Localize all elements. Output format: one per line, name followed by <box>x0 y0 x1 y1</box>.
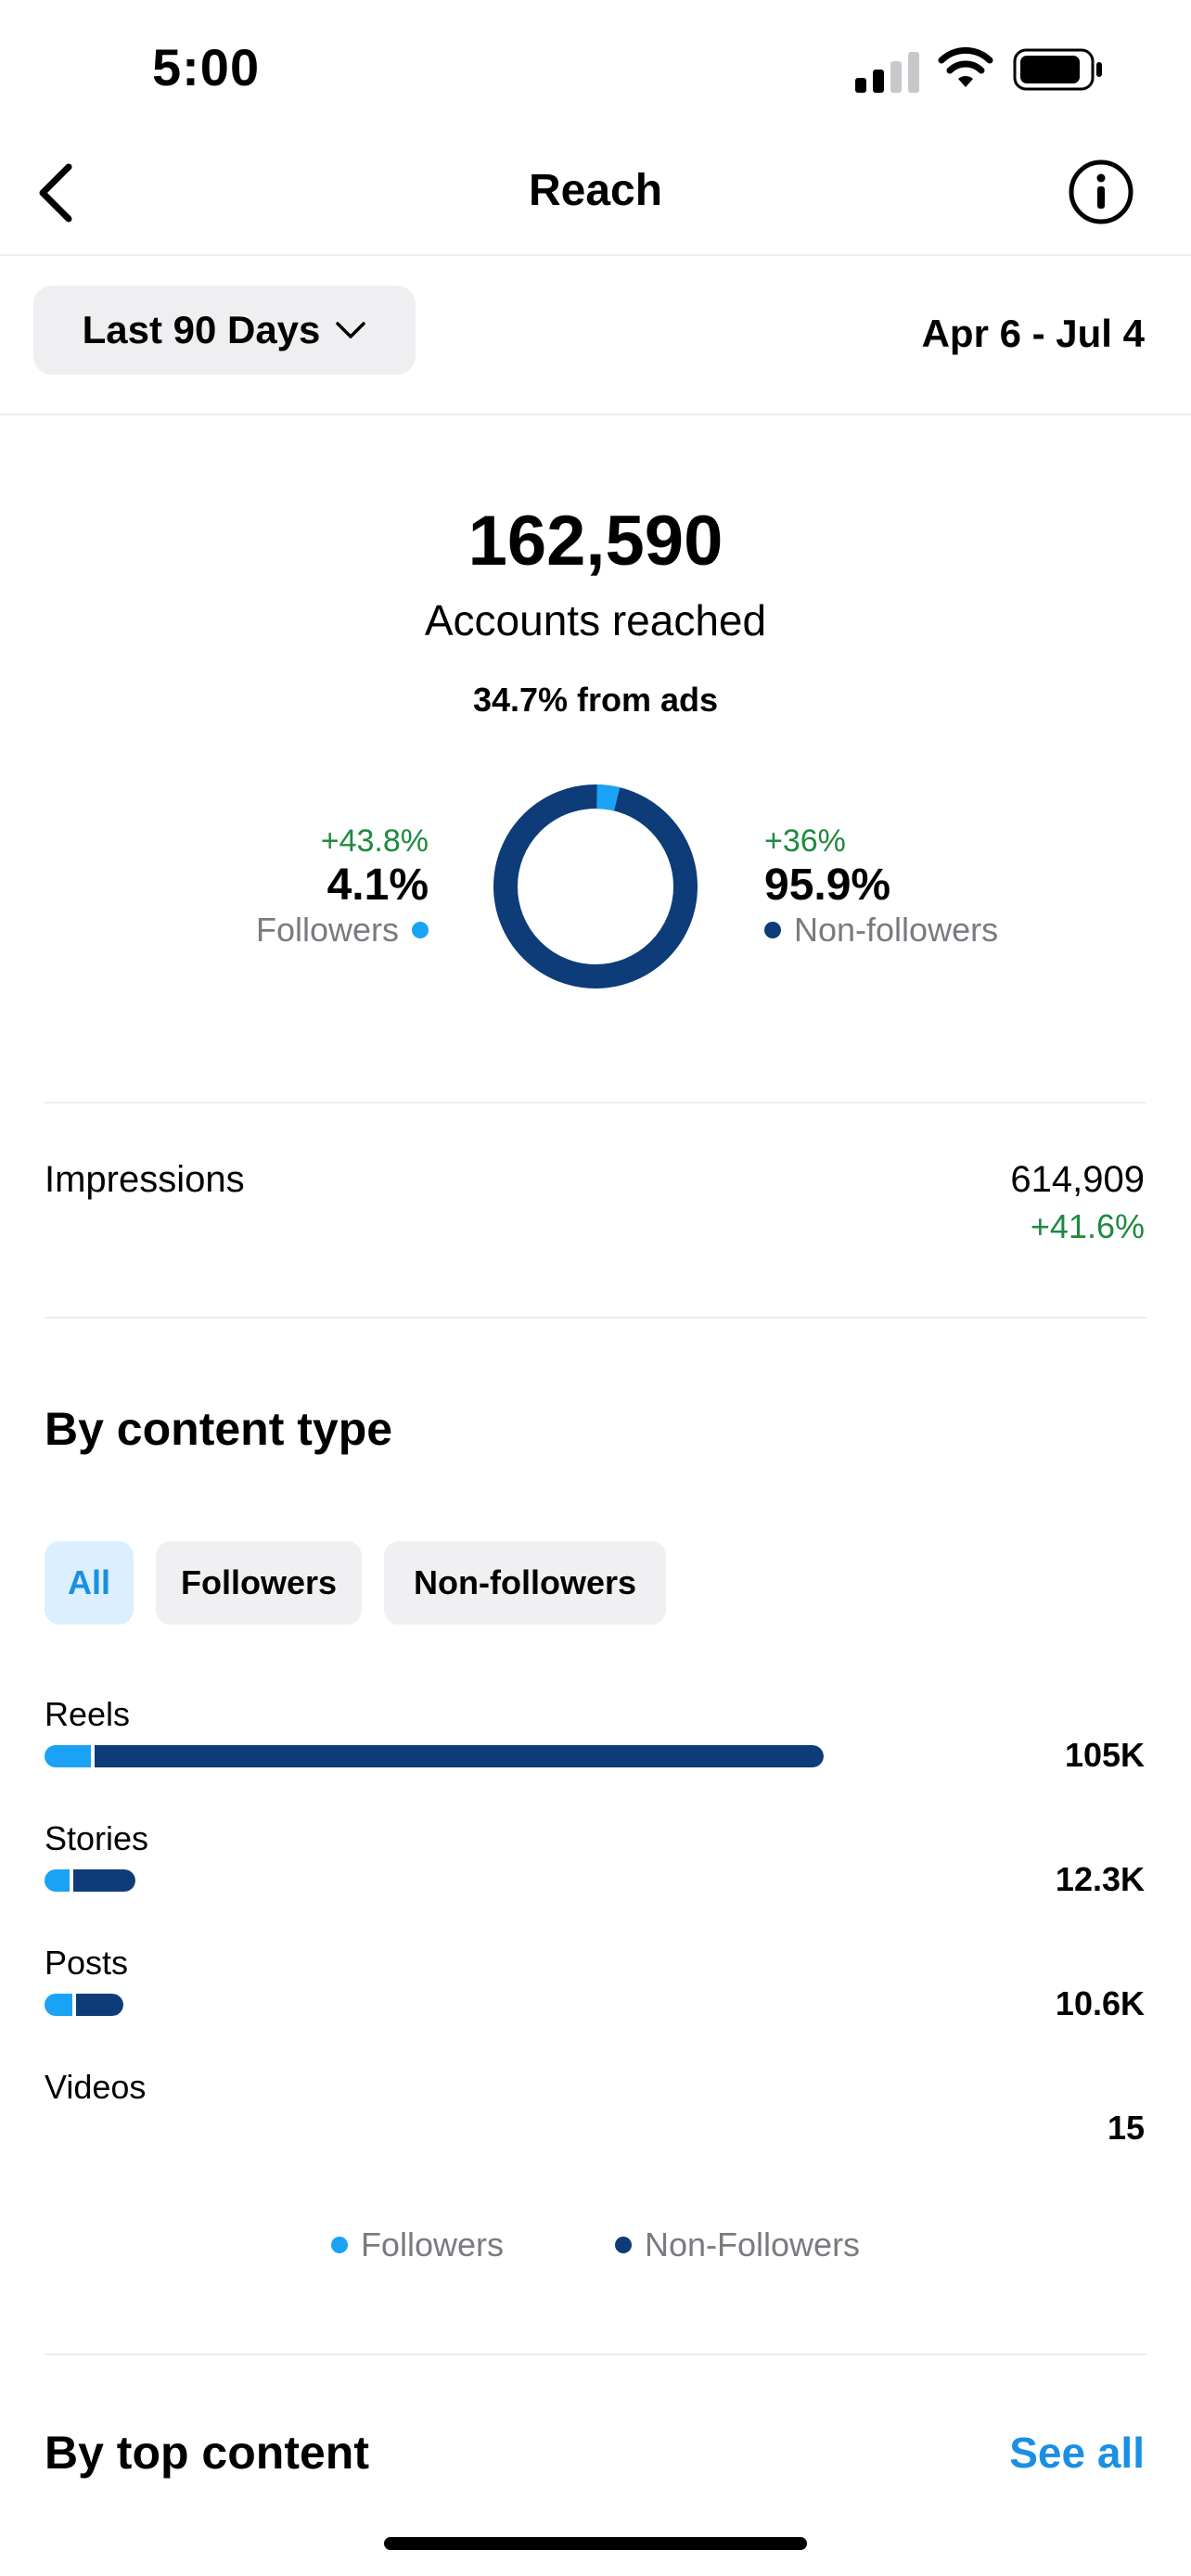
reels-label: Reels <box>45 1695 131 1733</box>
divider <box>0 254 1191 256</box>
non-followers-change: +36% <box>764 823 846 859</box>
wifi-icon <box>938 46 993 87</box>
legend-followers: Followers <box>330 2225 504 2264</box>
divider <box>0 414 1191 415</box>
followers-dot-icon <box>330 2237 348 2253</box>
non-followers-stat: +36% 95.9% Non-followers <box>764 823 998 950</box>
content-type-legend: Followers Non-Followers <box>0 2225 1191 2264</box>
date-range-text: Apr 6 - Jul 4 <box>921 312 1145 355</box>
bar-followers-segment <box>45 1994 72 2016</box>
posts-label: Posts <box>45 1944 129 1982</box>
divider <box>45 1102 1146 1103</box>
impressions-label: Impressions <box>45 1159 245 1200</box>
legend-followers-label: Followers <box>360 2225 504 2264</box>
divider <box>45 1317 1146 1319</box>
bar-non-followers-segment <box>72 1869 136 1892</box>
posts-bar <box>45 1994 123 2016</box>
non-followers-dot-icon <box>764 922 781 938</box>
home-indicator <box>384 2537 807 2550</box>
content-type-title: By content type <box>45 1403 393 1455</box>
accounts-reached-label: Accounts reached <box>424 596 767 644</box>
top-content-title: By top content <box>45 2427 369 2479</box>
bar-segment-gap <box>69 1869 73 1892</box>
accounts-reached-value: 162,590 <box>467 502 724 580</box>
non-followers-percent: 95.9% <box>764 861 891 910</box>
reels-value: 105K <box>1064 1736 1145 1774</box>
videos-value: 15 <box>1107 2109 1145 2147</box>
bar-segment-gap <box>91 1745 96 1767</box>
followers-change: +43.8% <box>320 823 429 859</box>
followers-percent: 4.1% <box>327 861 429 910</box>
bar-non-followers-segment <box>75 1994 123 2016</box>
chip-followers[interactable]: Followers <box>156 1541 362 1625</box>
page-title: Reach <box>528 166 663 215</box>
videos-label: Videos <box>45 2068 147 2106</box>
bar-non-followers-segment <box>95 1745 824 1767</box>
status-time: 5:00 <box>152 38 261 96</box>
legend-non-followers: Non-Followers <box>614 2225 861 2264</box>
donut-non-followers-arc <box>493 784 698 988</box>
divider <box>45 2353 1146 2355</box>
reels-bar <box>45 1745 824 1767</box>
non-followers-dot-icon <box>614 2237 632 2253</box>
see-all-link[interactable]: See all <box>1009 2429 1145 2477</box>
stories-bar <box>45 1869 136 1892</box>
followers-label: Followers <box>255 911 399 949</box>
posts-value: 10.6K <box>1055 1984 1145 2022</box>
non-followers-label: Non-followers <box>794 911 999 949</box>
battery-icon <box>1013 48 1102 91</box>
chevron-down-icon <box>336 322 366 338</box>
back-chevron-icon[interactable] <box>33 159 80 226</box>
cellular-signal-icon <box>855 52 919 93</box>
reach-donut-chart <box>493 784 698 988</box>
impressions-change: +41.6% <box>1030 1207 1145 1245</box>
stories-label: Stories <box>45 1819 149 1857</box>
followers-stat: +43.8% 4.1% Followers <box>256 823 429 950</box>
date-range-dropdown-label: Last 90 Days <box>82 308 321 351</box>
legend-non-followers-label: Non-Followers <box>644 2225 861 2264</box>
info-icon[interactable] <box>1067 158 1135 226</box>
ads-share: 34.7% from ads <box>472 681 719 719</box>
bar-segment-gap <box>71 1994 76 2016</box>
bar-followers-segment <box>45 1869 70 1892</box>
followers-dot-icon <box>412 922 429 938</box>
chip-all[interactable]: All <box>45 1541 134 1625</box>
chip-non-followers[interactable]: Non-followers <box>384 1541 666 1625</box>
impressions-value: 614,909 <box>1010 1159 1145 1200</box>
bar-followers-segment <box>45 1745 92 1767</box>
stories-value: 12.3K <box>1055 1860 1145 1898</box>
date-range-dropdown[interactable]: Last 90 Days <box>33 286 416 375</box>
